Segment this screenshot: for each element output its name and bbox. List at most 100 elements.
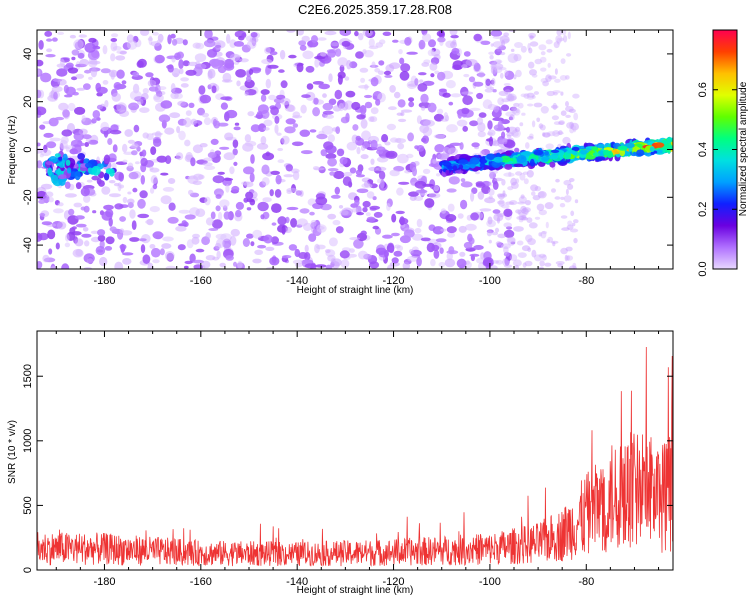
- heatmap-cell: [525, 210, 529, 215]
- heatmap-cell: [450, 34, 459, 39]
- heatmap-cell: [263, 127, 270, 131]
- heatmap-cell: [375, 166, 387, 172]
- heatmap-cell: [481, 185, 491, 195]
- heatmap-cell: [198, 174, 205, 180]
- heatmap-cell: [74, 238, 84, 247]
- heatmap-cell: [229, 39, 237, 48]
- heatmap-cell: [133, 124, 140, 133]
- heatmap-cell: [445, 80, 456, 89]
- heatmap-cell: [322, 93, 327, 98]
- heatmap-cell: [567, 220, 573, 226]
- heatmap-cell: [40, 149, 52, 157]
- heatmap-cell: [419, 79, 424, 83]
- heatmap-cell: [48, 248, 53, 255]
- snr-panel: -180 -160 -140 -120 -100 -80 0 500 1000 1500 Hei…: [7, 330, 674, 596]
- heatmap-cell: [546, 131, 556, 137]
- heatmap-cell: [164, 127, 175, 135]
- heatmap-cell: [531, 73, 538, 78]
- heatmap-cell: [475, 171, 480, 175]
- heatmap-cell: [521, 208, 529, 215]
- heatmap-cell: [533, 149, 544, 156]
- heatmap-cell: [449, 142, 462, 146]
- heatmap-cell: [499, 51, 506, 56]
- heatmap-cell: [447, 232, 456, 238]
- heatmap-cell: [411, 233, 423, 241]
- heatmap-cell: [206, 49, 218, 58]
- heatmap-cell: [84, 42, 96, 53]
- heatmap-cell: [555, 35, 563, 43]
- heatmap-cell: [330, 258, 336, 264]
- heatmap-cell: [508, 116, 513, 121]
- heatmap-cell: [491, 78, 496, 86]
- heatmap-cell: [391, 213, 397, 223]
- heatmap-cell: [180, 83, 189, 88]
- heatmap-cell: [109, 226, 117, 232]
- heatmap-cell: [515, 171, 523, 176]
- heatmap-cell: [565, 255, 574, 261]
- heatmap-cell: [165, 155, 172, 165]
- heatmap-cell: [190, 157, 196, 167]
- heatmap-cell: [54, 116, 64, 121]
- heatmap-cell: [510, 177, 517, 186]
- heatmap-cell: [168, 202, 176, 211]
- heatmap-cell: [507, 236, 516, 246]
- heatmap-cell: [545, 143, 554, 150]
- heatmap-cell: [650, 152, 655, 156]
- heatmap-cell: [400, 109, 413, 113]
- heatmap-cell: [304, 244, 309, 253]
- heatmap-cell: [215, 233, 227, 240]
- heatmap-cell: [37, 106, 47, 116]
- heatmap-cell: [71, 226, 77, 230]
- heatmap-cell: [327, 168, 339, 172]
- heatmap-cell: [368, 116, 375, 122]
- heatmap-cell: [422, 119, 435, 127]
- heatmap-cell: [77, 52, 85, 59]
- heatmap-cell: [443, 112, 449, 120]
- heatmap-cell: [81, 233, 92, 238]
- heatmap-cell: [487, 129, 496, 137]
- heatmap-cell: [362, 207, 368, 213]
- heatmap-cell: [512, 157, 517, 164]
- heatmap-cell: [338, 205, 344, 209]
- heatmap-cell: [470, 212, 479, 221]
- heatmap-cell: [468, 76, 476, 83]
- heatmap-cell: [235, 209, 242, 218]
- heatmap-cell: [418, 39, 426, 50]
- heatmap-cell: [525, 200, 531, 206]
- heatmap-cell: [506, 236, 516, 243]
- heatmap-cell: [570, 210, 575, 217]
- heatmap-cell: [139, 107, 150, 113]
- heatmap-cell: [140, 30, 150, 36]
- heatmap-cell: [212, 175, 225, 184]
- heatmap-cell: [173, 73, 179, 78]
- heatmap-cell: [281, 225, 286, 235]
- heatmap-cell: [478, 112, 487, 118]
- heatmap-cell: [58, 102, 69, 111]
- heatmap-cell: [129, 90, 142, 101]
- heatmap-cell: [265, 78, 271, 89]
- heatmap-cell: [552, 130, 561, 137]
- heatmap-cell: [73, 39, 84, 50]
- colorbar-label: Normalized spectral amplitude: [738, 81, 749, 216]
- heatmap-cell: [53, 208, 64, 214]
- heatmap-cell: [533, 91, 540, 95]
- heatmap-cell: [119, 228, 125, 234]
- heatmap-cell: [114, 261, 124, 269]
- heatmap-cell: [531, 95, 536, 99]
- heatmap-cell: [527, 136, 534, 140]
- heatmap-cell: [151, 247, 161, 258]
- heatmap-cell: [503, 222, 512, 228]
- heatmap-cell: [507, 186, 514, 191]
- colorbar-tick-label: 0.2: [697, 202, 709, 217]
- heatmap-cell: [322, 102, 334, 111]
- heatmap-cell: [422, 168, 431, 175]
- heatmap-cell: [299, 44, 307, 51]
- heatmap-cell: [572, 262, 577, 269]
- heatmap-cell: [129, 209, 136, 219]
- heatmap-cell: [361, 130, 371, 141]
- heatmap-cell: [287, 104, 296, 112]
- heatmap-cell: [78, 128, 88, 135]
- heatmap-cell: [164, 251, 175, 261]
- heatmap-cell: [37, 160, 43, 169]
- heatmap-cell: [442, 92, 451, 98]
